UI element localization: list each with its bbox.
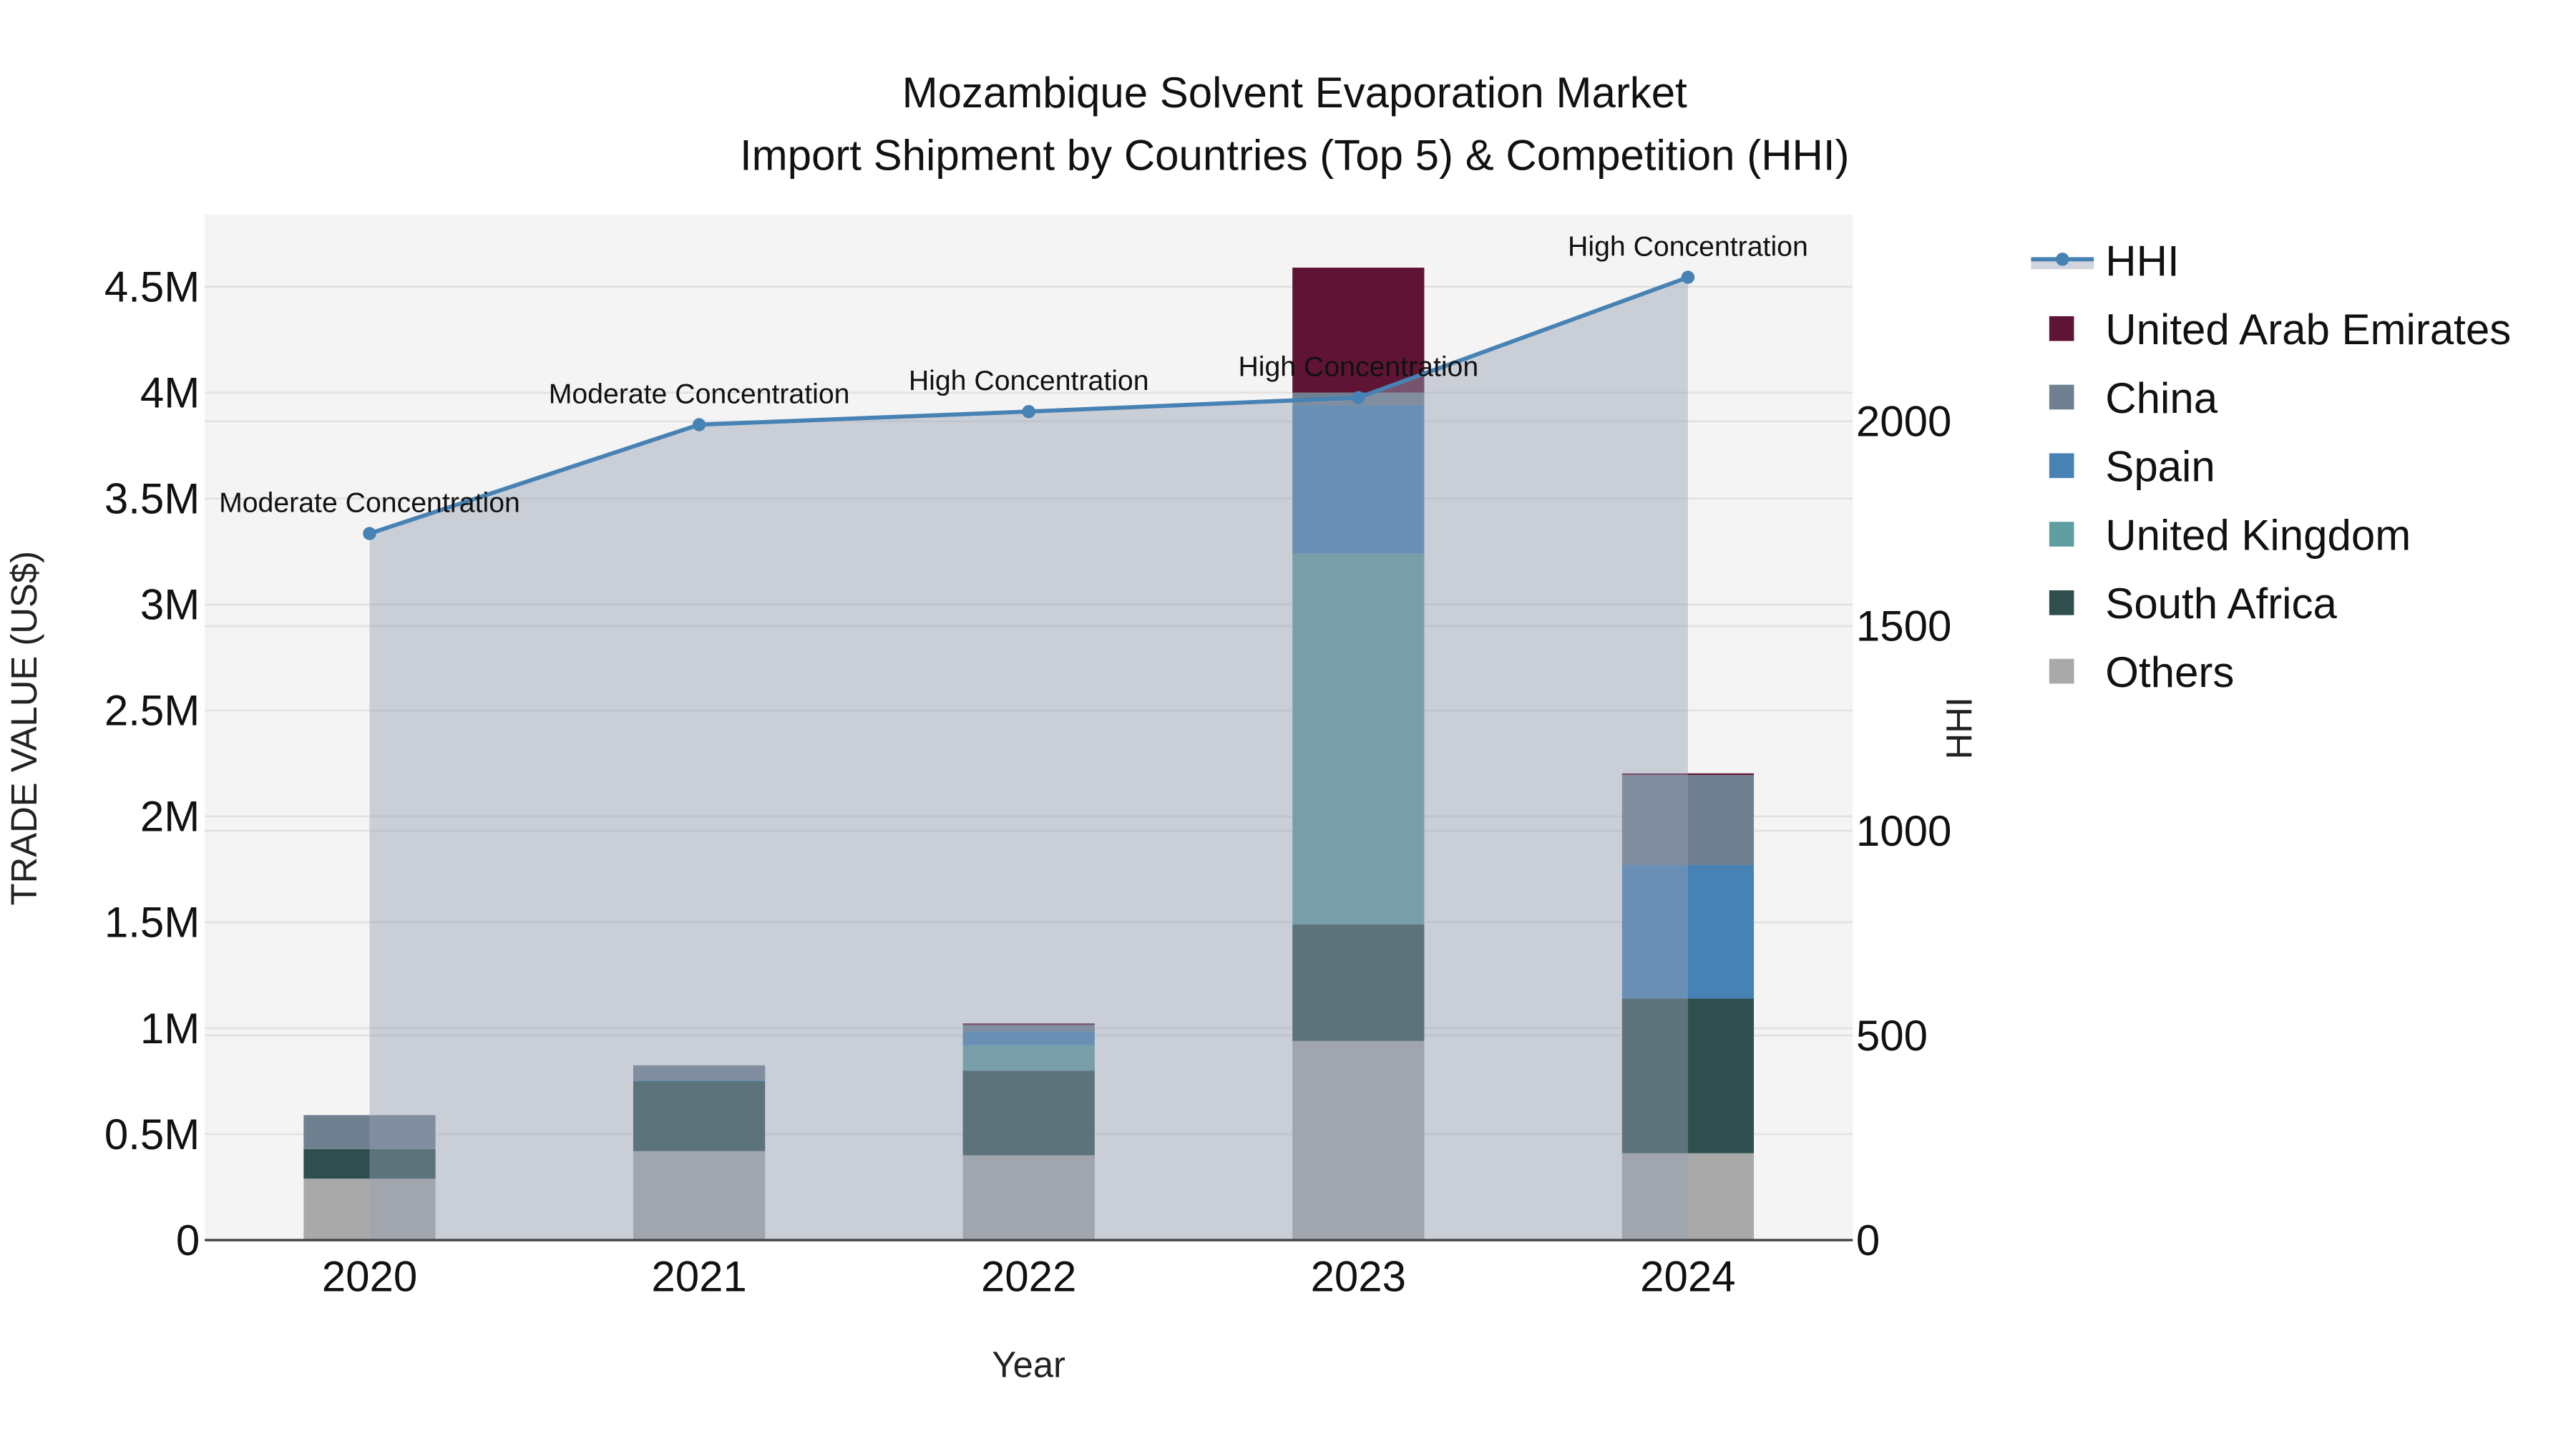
bar-south-africa-2020	[303, 1148, 436, 1179]
y2-tick-label: 2000	[1856, 398, 1951, 446]
legend-swatch	[2049, 522, 2074, 547]
bar-united-arab-emirates-2023	[1292, 268, 1425, 393]
bar-others-2022	[962, 1155, 1095, 1241]
y-tick-label: 3.5M	[104, 475, 200, 523]
legend-label: United Arab Emirates	[2105, 306, 2511, 353]
bar-spain-2022	[962, 1031, 1095, 1045]
x-axis-title: Year	[992, 1345, 1065, 1385]
x-tick-label: 2021	[651, 1253, 746, 1301]
hhi-annotation: Moderate Concentration	[549, 378, 850, 409]
legend-item-others: Others	[2049, 648, 2234, 696]
bar-china-2024	[1621, 775, 1755, 865]
x-tick-label: 2023	[1311, 1253, 1406, 1301]
bar-china-2020	[303, 1115, 436, 1149]
bar-spain-2021	[633, 1080, 766, 1082]
bar-others-2021	[633, 1151, 766, 1241]
y-tick-label: 1M	[140, 1005, 200, 1053]
bar-china-2021	[633, 1065, 766, 1080]
x-tick-label: 2020	[322, 1253, 417, 1301]
x-tick-label: 2022	[981, 1253, 1076, 1301]
legend-label: United Kingdom	[2105, 511, 2411, 559]
y-tick-label: 1.5M	[104, 899, 200, 947]
hhi-point-2021	[692, 418, 706, 431]
x-tick-label: 2024	[1640, 1253, 1735, 1301]
bar-south-africa-2023	[1292, 924, 1425, 1041]
y2-tick-label: 500	[1856, 1012, 1928, 1060]
y-axis-title: TRADE VALUE (US$)	[4, 551, 44, 905]
bar-spain-2024	[1621, 864, 1755, 999]
hhi-point-2024	[1681, 270, 1695, 284]
hhi-point-2023	[1352, 391, 1365, 404]
legend-swatch	[2049, 384, 2074, 410]
bar-united-arab-emirates-2022	[962, 1023, 1095, 1025]
y-tick-label: 0	[176, 1216, 200, 1264]
hhi-point-2020	[363, 527, 376, 540]
legend-label: Spain	[2105, 443, 2215, 491]
legend-item-south-africa: South Africa	[2049, 580, 2337, 628]
bar-others-2020	[303, 1179, 436, 1241]
bar-spain-2023	[1292, 405, 1425, 554]
legend-item-china: China	[2049, 374, 2218, 422]
axes: 0 0.5M 1M 1.5M 2M 2.5M 3M 3.5M 4M 4.5M 0 500 1000 150…	[104, 263, 1951, 1300]
chart-title-line2: Import Shipment by Countries (Top 5) & C…	[740, 132, 1850, 180]
hhi-point-2022	[1022, 404, 1035, 419]
y2-tick-label: 0	[1856, 1216, 1880, 1264]
y2-axis-title: HHI	[1938, 697, 1979, 759]
bar-united-arab-emirates-2024	[1621, 773, 1755, 776]
legend-label: China	[2105, 374, 2218, 422]
legend-item-spain: Spain	[2049, 443, 2215, 491]
y2-tick-label: 1500	[1856, 602, 1951, 650]
legend-item-united-kingdom: United Kingdom	[2049, 511, 2411, 559]
y-tick-label: 3M	[140, 581, 200, 629]
bar-south-africa-2024	[1621, 998, 1755, 1153]
bar-south-africa-2021	[633, 1081, 766, 1151]
y-tick-label: 2M	[140, 793, 200, 841]
y-tick-label: 0.5M	[104, 1111, 200, 1158]
legend: HHI United Arab Emirates China Spain United …	[2031, 237, 2511, 696]
legend-swatch	[2049, 658, 2074, 684]
bars	[303, 268, 1755, 1241]
bar-united-kingdom-2023	[1292, 553, 1425, 924]
legend-label: South Africa	[2105, 580, 2337, 628]
hhi-annotation: High Concentration	[1568, 231, 1808, 263]
bar-united-kingdom-2022	[962, 1045, 1095, 1071]
bar-china-2022	[962, 1025, 1095, 1032]
legend-label: HHI	[2105, 237, 2179, 285]
bar-others-2024	[1621, 1153, 1755, 1241]
legend-item-hhi: HHI	[2031, 237, 2180, 285]
hhi-area	[369, 277, 1688, 1241]
legend-swatch	[2049, 453, 2074, 479]
hhi-annotation: High Concentration	[1238, 351, 1478, 383]
hhi-series: Moderate Concentration Moderate Concentra…	[219, 231, 1808, 1241]
hhi-annotation: Moderate Concentration	[219, 487, 520, 519]
legend-swatch	[2049, 590, 2074, 615]
chart-title-line1: Mozambique Solvent Evaporation Market	[902, 69, 1688, 117]
y-tick-label: 4M	[140, 369, 200, 416]
bar-south-africa-2022	[962, 1070, 1095, 1156]
y-tick-label: 4.5M	[104, 263, 200, 311]
y2-tick-label: 1000	[1856, 807, 1951, 855]
hhi-annotation: High Concentration	[909, 365, 1149, 396]
y-tick-label: 2.5M	[104, 687, 200, 735]
bar-others-2023	[1292, 1040, 1425, 1241]
legend-swatch-hhi-marker	[2056, 253, 2069, 266]
legend-swatch	[2049, 316, 2074, 341]
legend-item-united-arab-emirates: United Arab Emirates	[2049, 306, 2511, 353]
legend-label: Others	[2105, 648, 2234, 696]
